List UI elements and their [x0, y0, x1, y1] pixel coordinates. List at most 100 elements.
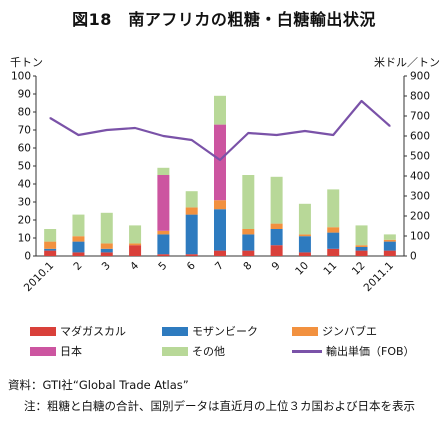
- bar-segment: [355, 250, 368, 256]
- bar-segment: [129, 225, 142, 244]
- right-tick-label: 300: [410, 191, 430, 203]
- legend-swatch: [30, 346, 56, 356]
- legend-label: 日本: [60, 345, 82, 358]
- bar-segment: [383, 234, 396, 240]
- left-tick-label: 80: [18, 107, 31, 119]
- bar-segment: [157, 175, 170, 231]
- fob-price-point: [105, 129, 108, 131]
- x-tick-label: 2: [71, 260, 84, 273]
- legend-label: その他: [192, 345, 225, 358]
- bar-segment: [44, 229, 57, 242]
- x-tick-label: 3: [100, 260, 113, 273]
- bar-segment: [157, 234, 170, 255]
- right-tick-label: 400: [410, 171, 430, 183]
- x-tick-label: 11: [321, 260, 339, 278]
- bar-segment: [129, 245, 142, 256]
- bar-segment: [100, 243, 113, 249]
- legend-item-mozambique: モザンビーク: [162, 323, 258, 339]
- bar-segment: [270, 229, 283, 246]
- bar-segment: [44, 250, 57, 256]
- bar-segment: [100, 248, 113, 253]
- fob-price-point: [162, 135, 165, 137]
- bar-segment: [327, 248, 340, 256]
- bar-segment: [270, 223, 283, 229]
- legend-label: モザンビーク: [192, 325, 258, 338]
- bar-segment: [185, 214, 198, 255]
- left-tick-label: 0: [24, 251, 31, 263]
- bar-segment: [327, 189, 340, 228]
- bar-segment: [242, 250, 255, 256]
- right-axis-unit: 米ドル／トン: [374, 56, 440, 69]
- right-tick-label: 600: [410, 131, 430, 143]
- bar-segment: [383, 239, 396, 242]
- bar-segment: [72, 252, 85, 256]
- fob-price-point: [304, 130, 306, 132]
- left-tick-label: 90: [18, 89, 31, 101]
- bar-segment: [298, 252, 311, 256]
- fob-price-point: [332, 134, 335, 136]
- bar-segment: [214, 250, 226, 256]
- x-tick-label: 8: [241, 260, 254, 273]
- legend-swatch: [30, 326, 56, 336]
- bar-segment: [72, 241, 85, 253]
- bar-segment: [129, 243, 142, 246]
- bar-segment: [214, 124, 226, 201]
- note-text: 注：粗糖と白糖の合計、国別データは直近月の上位３カ国および日本を表示: [24, 399, 415, 413]
- legend-swatch: [292, 326, 318, 336]
- bar-segment: [242, 175, 255, 229]
- left-tick-label: 70: [18, 125, 31, 137]
- fob-price-point: [219, 159, 221, 161]
- left-tick-label: 60: [18, 143, 31, 155]
- bar-segment: [298, 236, 311, 253]
- bar-segment: [355, 225, 368, 246]
- x-tick-label: 6: [185, 259, 198, 272]
- fob-price-point: [360, 100, 363, 102]
- x-tick-label: 5: [156, 260, 169, 273]
- bar-segment: [100, 212, 113, 244]
- source-text: 資料：GTI社“Global Trade Atlas”: [8, 378, 189, 392]
- bar-segment: [214, 200, 226, 210]
- bar-segment: [242, 234, 255, 251]
- fob-price-point: [49, 117, 51, 119]
- bar-segment: [383, 250, 396, 256]
- bar-segment: [214, 95, 226, 125]
- x-tick-label: 10: [293, 260, 311, 278]
- right-tick-label: 900: [410, 71, 430, 83]
- bar-segment: [298, 234, 311, 237]
- bar-segment: [355, 245, 368, 247]
- bar-segment: [100, 252, 113, 256]
- x-tick-label: 2011.1: [361, 260, 395, 294]
- legend-swatch: [162, 326, 188, 336]
- fob-price-point: [190, 139, 193, 141]
- legend-item-other: その他: [162, 343, 225, 359]
- legend-label: マダガスカル: [60, 325, 126, 338]
- x-tick-label: 4: [128, 259, 141, 272]
- bar-segment: [72, 214, 85, 237]
- bar-segment: [157, 167, 170, 175]
- right-tick-label: 700: [410, 111, 430, 123]
- bar-segment: [355, 247, 368, 251]
- chart-title: 図18 南アフリカの粗糖・白糖輸出状況: [72, 10, 376, 29]
- x-tick-label: 7: [213, 260, 226, 273]
- fob-price-point: [77, 134, 80, 136]
- x-tick-label: 2010.1: [22, 260, 56, 294]
- legend-item-madagascar: マダガスカル: [30, 323, 126, 339]
- legend-line-swatch: [292, 349, 322, 353]
- bar-segment: [157, 254, 170, 256]
- bar-segment: [270, 176, 283, 224]
- bar-segment: [298, 203, 311, 235]
- right-tick-label: 100: [410, 231, 430, 243]
- x-tick-label: 9: [270, 260, 283, 273]
- bar-segment: [270, 245, 283, 256]
- left-tick-label: 50: [18, 161, 31, 173]
- right-tick-label: 0: [410, 251, 417, 263]
- legend-item-fob-price: 輸出単価（FOB）: [292, 343, 415, 359]
- x-tick-label: 12: [350, 260, 368, 278]
- legend-item-japan: 日本: [30, 343, 82, 359]
- bar-segment: [44, 248, 57, 251]
- fob-price-point: [134, 127, 136, 129]
- bar-segment: [383, 241, 396, 251]
- fob-price-point: [389, 125, 391, 127]
- bar-segment: [72, 236, 85, 242]
- left-tick-label: 10: [18, 233, 31, 245]
